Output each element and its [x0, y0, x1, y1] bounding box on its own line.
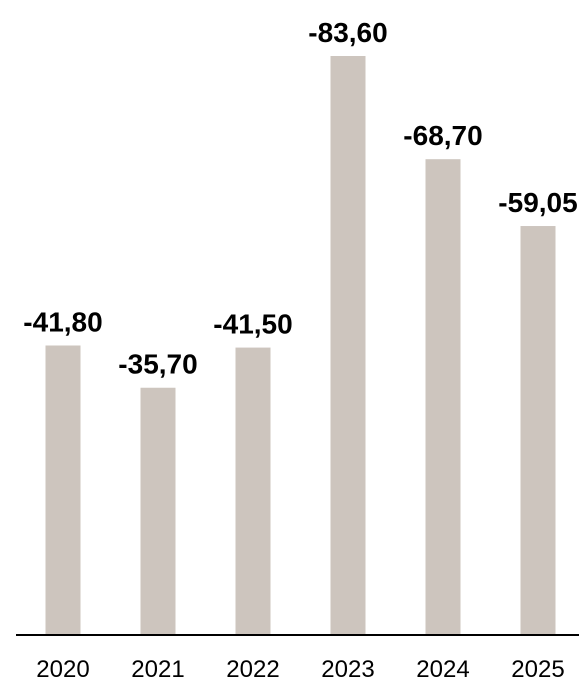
- x-tick-labels-group: 2020 2021 2022 2023 2024 2025: [36, 656, 564, 683]
- x-tick-label-2024: 2024: [416, 656, 469, 683]
- bar-2020: [45, 345, 81, 635]
- x-tick-label-2021: 2021: [131, 656, 184, 683]
- bar-2023: [330, 56, 366, 635]
- bar-2025: [520, 226, 556, 636]
- data-label-2025: -59,05: [498, 187, 577, 218]
- data-label-2023: -83,60: [308, 17, 387, 48]
- data-label-2024: -68,70: [403, 120, 482, 151]
- x-tick-label-2022: 2022: [226, 656, 279, 683]
- bar-2022: [235, 347, 271, 635]
- bar-2021: [140, 387, 176, 635]
- bars-group: [45, 56, 556, 636]
- x-tick-label-2025: 2025: [511, 656, 564, 683]
- data-label-2022: -41,50: [213, 309, 292, 340]
- bar-2024: [425, 159, 461, 635]
- data-label-2020: -41,80: [23, 307, 102, 338]
- value-labels-group: -41,80 -35,70 -41,50 -83,60 -68,70 -59,05: [23, 17, 577, 380]
- x-tick-label-2020: 2020: [36, 656, 89, 683]
- data-label-2021: -35,70: [118, 349, 197, 380]
- x-tick-label-2023: 2023: [321, 656, 374, 683]
